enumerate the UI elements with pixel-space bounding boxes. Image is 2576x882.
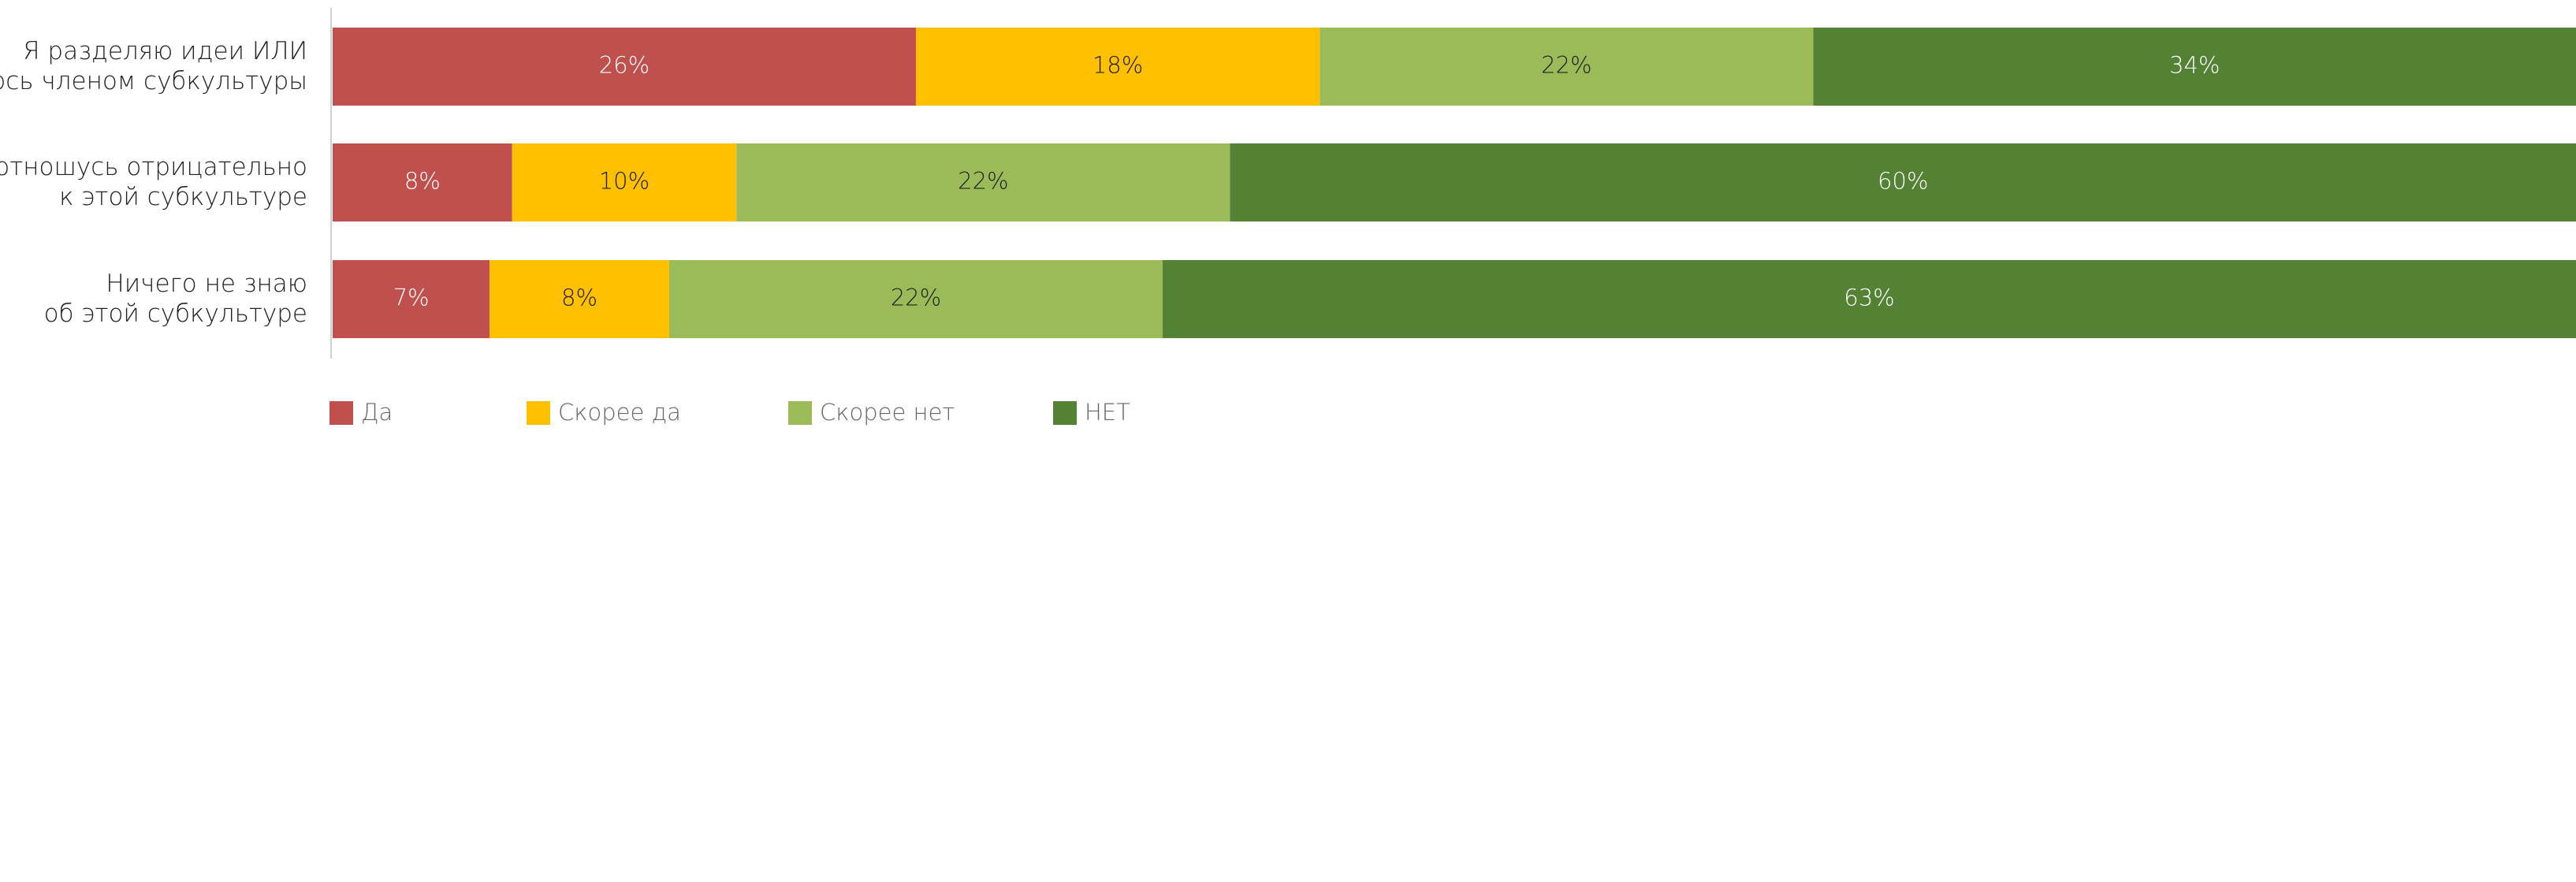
value-label: 7% bbox=[393, 285, 430, 311]
legend-label: Скорее нет bbox=[820, 399, 955, 426]
legend-swatch bbox=[527, 401, 550, 425]
legend-label: Да bbox=[361, 399, 393, 426]
value-label: 10% bbox=[599, 168, 650, 195]
category-label: Я отношусь отрицательно bbox=[0, 153, 307, 181]
category-label: Я разделяю идеи ИЛИ bbox=[23, 37, 307, 65]
bar-segment bbox=[490, 260, 669, 338]
legend-swatch bbox=[1053, 401, 1077, 425]
value-label: 60% bbox=[1878, 168, 1928, 195]
value-label: 34% bbox=[2169, 52, 2220, 79]
value-label: 8% bbox=[561, 285, 597, 311]
category-label: об этой субкультуре bbox=[44, 300, 307, 328]
value-label: 63% bbox=[1844, 285, 1894, 311]
bar-segment bbox=[736, 143, 1230, 221]
bar-segment bbox=[333, 28, 916, 106]
legend-label: НЕТ bbox=[1085, 399, 1130, 426]
bar-segment bbox=[915, 28, 1320, 106]
bar-segment bbox=[1163, 260, 2576, 338]
bar-segment bbox=[512, 143, 737, 221]
legend-swatch bbox=[329, 401, 353, 425]
value-label: 8% bbox=[404, 168, 441, 195]
bar-segment bbox=[333, 143, 512, 221]
bar-segment bbox=[1320, 28, 1814, 106]
bar-segment bbox=[668, 260, 1163, 338]
value-label: 22% bbox=[891, 285, 941, 311]
bar-segment bbox=[1813, 28, 2576, 106]
category-label: к этой субкультуре bbox=[59, 183, 307, 211]
category-label: Ничего не знаю bbox=[106, 270, 307, 298]
value-label: 22% bbox=[958, 168, 1008, 195]
value-label: 26% bbox=[599, 52, 650, 79]
bar-segment bbox=[333, 260, 490, 338]
value-label: 22% bbox=[1541, 52, 1591, 79]
legend-label: Скорее да bbox=[558, 399, 681, 426]
legend-swatch bbox=[788, 401, 812, 425]
category-label: являюсь членом субкультуры bbox=[0, 67, 307, 95]
value-label: 18% bbox=[1093, 52, 1143, 79]
bar-segment bbox=[1230, 143, 2576, 221]
